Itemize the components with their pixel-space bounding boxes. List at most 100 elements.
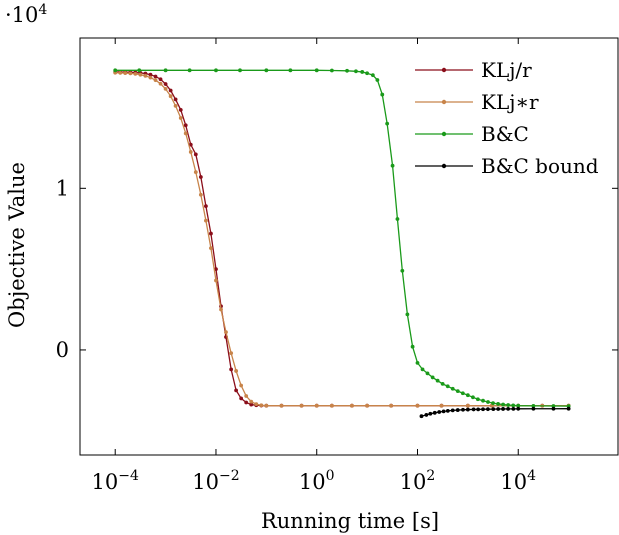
data-point <box>204 218 208 223</box>
data-point <box>471 395 475 400</box>
data-point <box>365 403 370 408</box>
data-point <box>214 267 218 272</box>
data-point <box>390 163 395 168</box>
data-point <box>314 68 319 73</box>
data-point <box>506 407 511 411</box>
data-point <box>350 403 354 408</box>
data-point <box>461 407 465 412</box>
x-tick-label: 104 <box>500 468 536 494</box>
data-point <box>432 410 437 415</box>
data-point <box>455 408 460 412</box>
data-point <box>153 74 158 79</box>
data-point <box>123 71 128 75</box>
data-point <box>450 408 455 413</box>
data-point <box>329 403 334 408</box>
legend-label: B&C bound <box>481 154 599 178</box>
data-point <box>209 231 213 236</box>
data-point <box>501 407 505 411</box>
data-point <box>249 402 254 407</box>
data-point <box>254 402 259 406</box>
x-tick-label: 100 <box>299 468 335 494</box>
data-point <box>531 406 536 411</box>
data-point <box>531 403 536 408</box>
data-point <box>173 103 178 108</box>
data-point <box>491 407 496 411</box>
data-point <box>471 407 476 412</box>
data-point <box>178 116 183 120</box>
data-point <box>193 170 198 175</box>
data-point <box>234 388 239 393</box>
data-point <box>188 150 193 154</box>
data-point <box>465 393 470 398</box>
data-point <box>360 70 365 74</box>
x-tick-base: 10 <box>299 470 326 494</box>
data-point <box>476 407 481 412</box>
data-point <box>168 94 173 99</box>
data-point <box>415 403 420 408</box>
y-scale-exponent: 4 <box>38 2 47 18</box>
data-point <box>439 403 444 408</box>
data-point <box>187 68 192 73</box>
data-point <box>425 371 430 376</box>
data-point <box>219 307 223 312</box>
data-point <box>188 142 193 147</box>
data-point <box>435 378 440 383</box>
data-point <box>173 97 178 102</box>
data-point <box>113 68 118 73</box>
data-point <box>229 351 234 356</box>
legend-label: KLj/r <box>481 58 532 82</box>
data-point <box>204 204 208 208</box>
legend-label: B&C <box>481 122 529 146</box>
x-tick-exponent: −4 <box>118 468 139 484</box>
legend-label: KLj∗r <box>481 90 539 114</box>
data-point <box>163 87 168 91</box>
series-2 <box>113 68 571 409</box>
data-point <box>389 403 394 408</box>
data-point <box>385 121 390 126</box>
data-point <box>566 406 571 411</box>
data-point <box>551 404 556 408</box>
data-point <box>148 72 153 77</box>
data-point <box>365 71 370 76</box>
data-point <box>551 406 556 411</box>
data-point <box>259 403 264 408</box>
data-point <box>486 407 490 412</box>
x-tick-base: 10 <box>400 470 427 494</box>
data-point <box>410 344 415 349</box>
legend-swatch-marker <box>441 99 447 105</box>
data-point <box>264 68 269 73</box>
data-point <box>511 406 516 411</box>
data-point <box>148 75 153 80</box>
data-point <box>158 77 163 82</box>
data-point <box>209 246 213 251</box>
data-point <box>244 400 249 405</box>
x-tick-label: 102 <box>400 468 436 494</box>
data-point <box>137 68 142 73</box>
data-point <box>400 268 405 273</box>
data-point <box>511 403 516 408</box>
data-point <box>239 396 244 401</box>
data-point <box>183 123 188 128</box>
series-3 <box>419 406 571 419</box>
y-axis-ticks: 01 <box>56 176 618 362</box>
data-point <box>214 278 218 283</box>
x-tick-label: 10−2 <box>192 468 239 494</box>
plot-frame <box>79 37 619 456</box>
data-point <box>158 81 163 86</box>
data-point <box>229 367 234 372</box>
x-tick-label: 10−4 <box>92 468 139 494</box>
data-point <box>133 71 138 76</box>
data-point <box>214 68 218 73</box>
x-tick-exponent: 4 <box>527 468 536 484</box>
data-point <box>279 403 284 408</box>
data-point <box>445 408 450 413</box>
data-point <box>178 108 183 112</box>
data-point <box>163 82 168 86</box>
data-point <box>465 407 470 412</box>
data-point <box>138 72 143 77</box>
data-point <box>168 88 173 93</box>
data-point <box>460 391 465 396</box>
data-point <box>224 330 228 335</box>
y-tick-label: 1 <box>56 176 69 200</box>
